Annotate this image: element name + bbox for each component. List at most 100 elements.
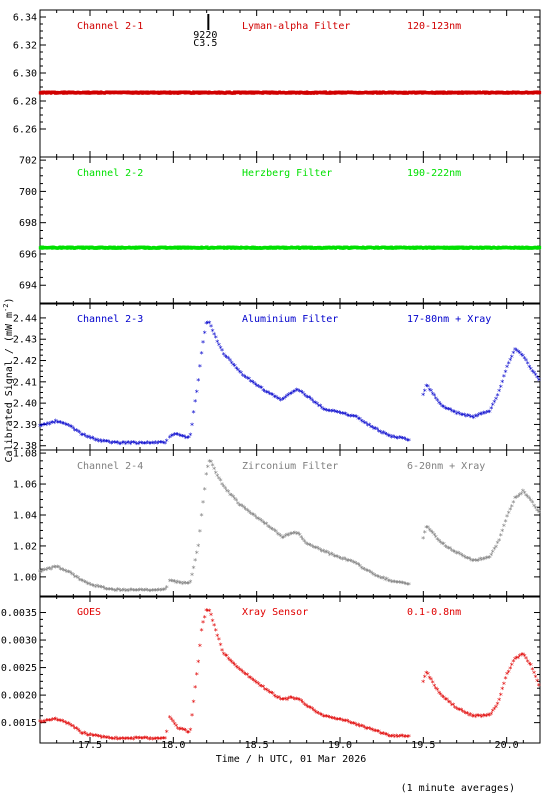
data-point: * [47,717,52,726]
data-point: * [318,403,323,412]
data-point: * [47,421,52,430]
data-point: * [147,736,152,745]
data-point: * [270,392,275,401]
data-point: * [343,410,348,419]
data-point: * [126,736,131,745]
data-point: * [104,586,109,595]
data-point: * [443,405,448,414]
data-point: * [395,579,400,588]
data-point: * [137,586,142,595]
data-point: * [527,660,532,669]
data-point: * [519,351,524,360]
data-point: * [346,557,351,566]
data-point: * [315,545,320,554]
data-point: * [345,412,350,421]
data-point: * [218,344,223,353]
data-point: * [141,440,146,449]
data-point: * [90,582,95,591]
data-point: * [250,511,255,520]
data-point: * [63,719,68,728]
data-point: * [468,413,473,422]
data-point: * [131,736,136,745]
footnote: (1 minute averages) [401,783,515,794]
data-point: * [400,733,405,742]
data-point: * [110,439,115,448]
data-point: * [126,588,131,597]
data-point: * [498,692,503,701]
data-point: * [530,666,535,675]
data-point: * [231,362,236,371]
data-point: * [402,580,407,589]
data-point: * [58,718,63,727]
data-point: * [307,394,312,403]
chart-panels: 6.26 6.28 6.30 6.32 6.34 Channel 2-1 Lyman-alp… [1,9,542,745]
data-point: * [460,552,465,561]
data-point: * [464,710,469,719]
data-point: * [308,542,313,551]
data-point: * [342,555,347,564]
data-point: * [52,716,57,725]
data-point: * [505,513,510,522]
channel-name: Channel 2-2 [77,168,143,179]
data-point: * [286,695,291,704]
data-point: * [104,735,109,744]
series-1 [38,90,542,95]
data-point: * [76,575,81,584]
data-point: * [438,401,443,410]
data-point: * [294,695,299,704]
data-point: * [139,439,144,448]
data-point: * [234,365,239,374]
data-point: * [281,395,286,404]
data-point: * [133,587,138,596]
data-point: * [473,713,478,722]
data-point: * [402,435,407,444]
data-point: * [163,735,168,744]
data-point: * [242,504,247,513]
data-point: * [489,711,494,720]
data-point: * [202,614,207,623]
data-point: * [188,432,193,441]
data-point: * [383,731,388,740]
data-point: * [220,481,225,490]
data-point: * [239,502,244,511]
data-point: * [530,499,535,508]
data-point: * [516,654,521,663]
data-point: * [272,692,277,701]
data-point: * [427,386,432,395]
data-point: * [473,413,478,422]
data-point: * [66,720,71,729]
data-point: * [381,575,386,584]
data-point: * [403,580,408,589]
data-point: * [289,531,294,540]
data-point: * [516,493,521,502]
data-point: * [93,583,98,592]
data-point: * [71,723,76,732]
data-point: * [353,559,358,568]
data-point: * [71,572,76,581]
data-point: * [207,458,212,467]
data-point: * [313,709,318,718]
data-point: * [160,439,165,448]
data-point: * [207,607,212,616]
data-point: * [405,581,410,590]
data-point: * [223,485,228,494]
data-point: * [226,355,231,364]
data-point: * [49,419,54,428]
data-point: * [96,584,101,593]
panel-1: 6.26 6.28 6.30 6.32 6.34 Channel 2-1 Lyman-alp… [13,9,542,158]
x-tick-label: 19.5 [411,740,435,751]
data-point: * [204,607,209,616]
data-point: * [479,556,484,565]
data-point: * [503,675,508,684]
data-point: * [326,408,331,417]
data-point: * [258,683,263,692]
data-point: * [266,389,271,398]
data-point: * [66,422,71,431]
data-point: * [302,701,307,710]
data-point: * [158,439,163,448]
data-point: * [334,409,339,418]
band-label: 6-20nm + Xray [407,461,485,472]
data-point: * [297,696,302,705]
data-point: * [82,730,87,739]
